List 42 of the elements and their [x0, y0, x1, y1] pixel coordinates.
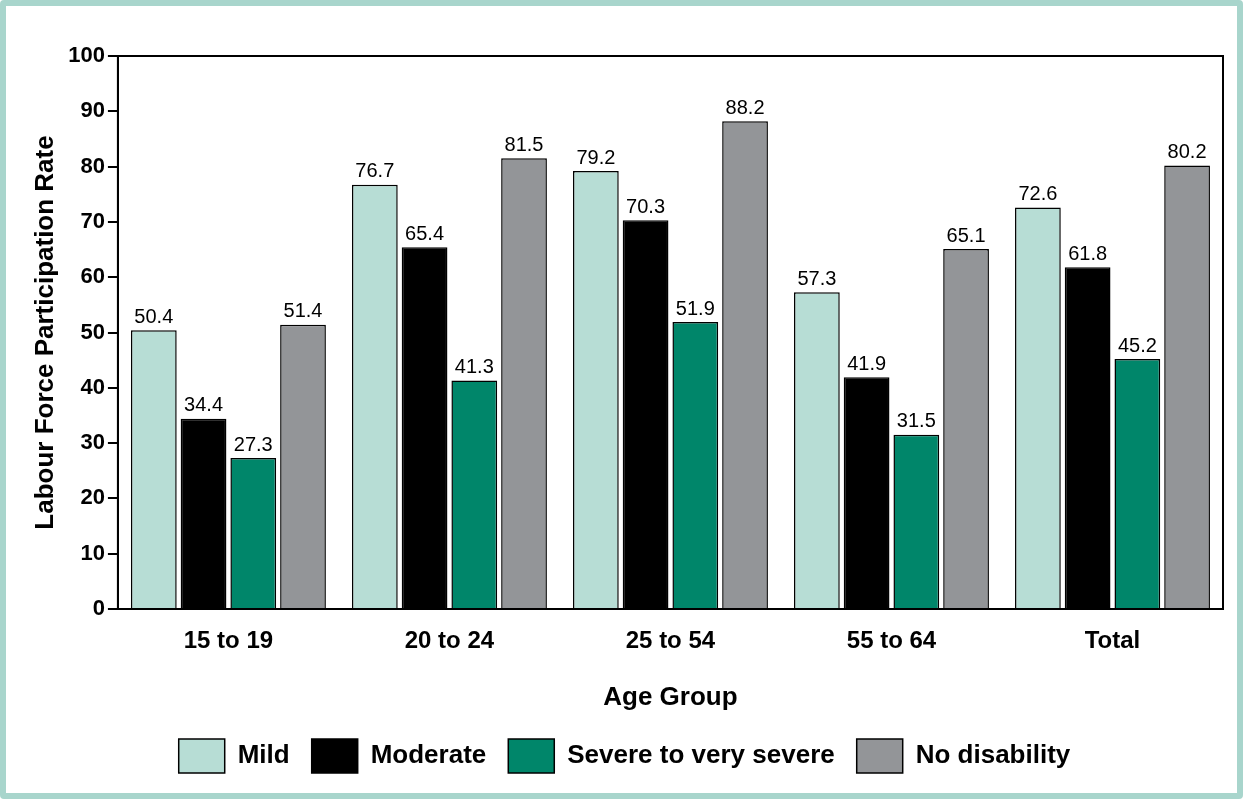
- data-label: 27.3: [233, 432, 273, 455]
- data-label: 41.3: [454, 355, 494, 378]
- data-label: 72.6: [1018, 182, 1058, 205]
- data-label: 45.2: [1117, 333, 1157, 356]
- x-tick-label: 15 to 19: [183, 626, 274, 654]
- y-tick-label: 100: [68, 42, 105, 68]
- data-label: 80.2: [1167, 140, 1207, 163]
- data-label: 79.2: [576, 145, 616, 168]
- data-label: 70.3: [626, 194, 666, 217]
- legend-label: Mild: [237, 739, 290, 770]
- y-tick-label: 90: [80, 97, 105, 123]
- y-tick-label: 40: [80, 373, 105, 399]
- data-label: 50.4: [134, 304, 174, 327]
- data-label: 34.4: [184, 393, 224, 416]
- legend-label: Severe to very severe: [567, 739, 835, 770]
- x-tick-label: 20 to 24: [404, 626, 495, 654]
- legend-label: No disability: [915, 739, 1071, 770]
- legend-label: Moderate: [370, 739, 487, 770]
- y-tick-label: 30: [80, 429, 105, 455]
- y-tick-label: 0: [92, 595, 105, 621]
- data-label: 41.9: [847, 351, 887, 374]
- data-label: 51.4: [283, 299, 323, 322]
- data-label: 61.8: [1068, 241, 1108, 264]
- y-tick-label: 80: [80, 152, 105, 178]
- data-label: 51.9: [675, 296, 715, 319]
- x-tick-label: 25 to 54: [625, 626, 716, 654]
- y-tick-label: 50: [80, 318, 105, 344]
- data-label: 31.5: [896, 409, 936, 432]
- y-axis-title: Labour Force Participation Rate: [28, 135, 59, 530]
- x-axis-title: Age Group: [603, 680, 738, 711]
- data-label: 81.5: [504, 132, 544, 155]
- y-tick-label: 60: [80, 263, 105, 289]
- x-tick-label: Total: [1084, 626, 1141, 654]
- x-tick-label: 55 to 64: [846, 626, 937, 654]
- data-label: 76.7: [355, 159, 395, 182]
- data-label: 65.1: [946, 223, 986, 246]
- data-label: 88.2: [725, 95, 765, 118]
- y-tick-label: 10: [80, 539, 105, 565]
- y-tick-label: 20: [80, 484, 105, 510]
- data-label: 65.4: [405, 221, 445, 244]
- y-tick-label: 70: [80, 207, 105, 233]
- data-label: 57.3: [797, 266, 837, 289]
